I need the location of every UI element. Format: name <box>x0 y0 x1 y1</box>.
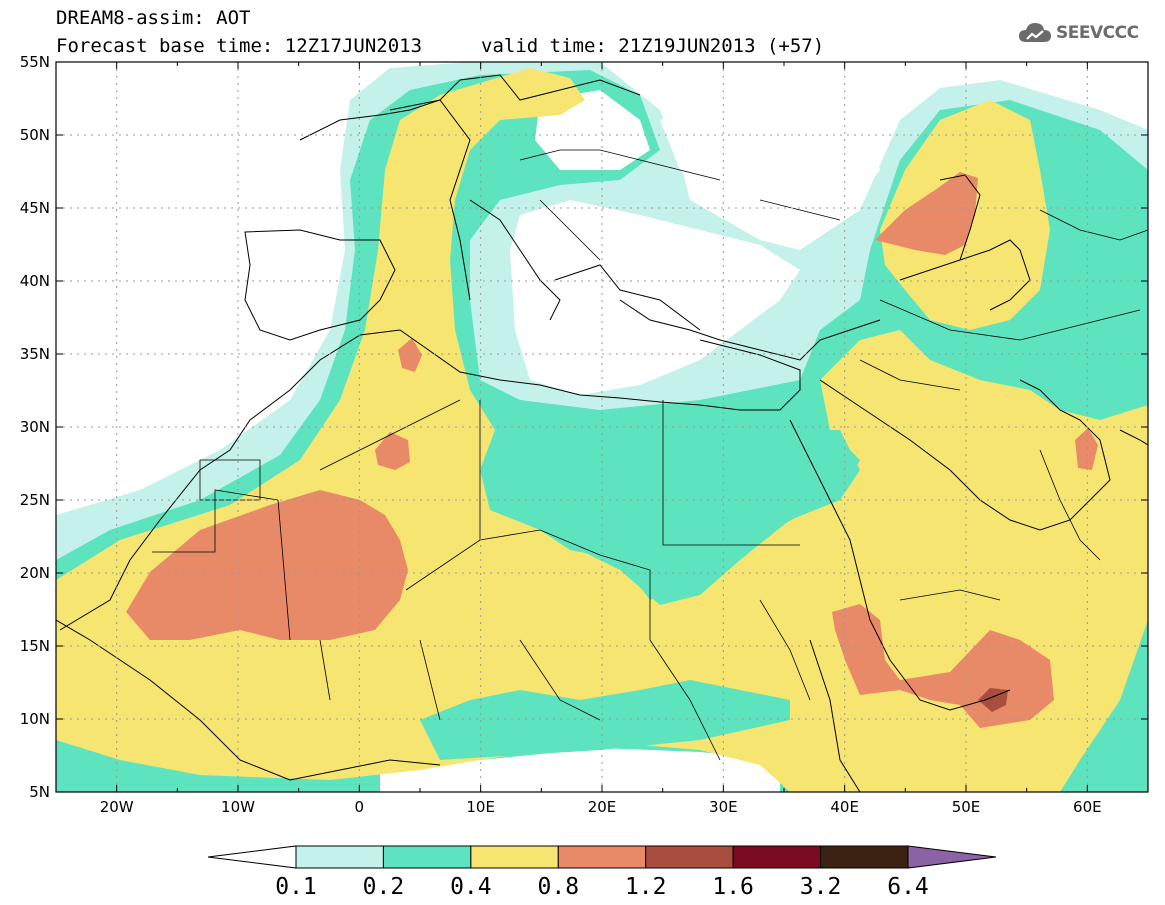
latitude-axis: 55N 50N 45N 40N 35N 30N 25N 20N 15N 10N 5N <box>20 53 1148 801</box>
colorbar-label: 0.8 <box>538 874 580 900</box>
logo-text: SEEVCCC <box>1056 23 1139 43</box>
colorbar-label: 6.4 <box>887 874 929 900</box>
aot-contour-0.8-gulf <box>1075 428 1098 470</box>
lat-tick-label: 20N <box>20 564 50 582</box>
colorbar-label: 3.2 <box>800 874 842 900</box>
gridlines <box>56 62 1148 792</box>
lat-tick-label: 15N <box>20 637 50 655</box>
lon-tick-label: 0 <box>355 798 365 816</box>
colorbar-label: 0.2 <box>363 874 405 900</box>
colorbar-high-arrow <box>907 845 997 869</box>
aot-contour-0.8-caspian <box>875 172 978 255</box>
colorbar-low-arrow <box>207 845 297 869</box>
aot-clean-south <box>380 748 780 792</box>
lat-tick-label: 50N <box>20 126 50 144</box>
lat-tick-label: 35N <box>20 345 50 363</box>
lon-tick-label: 10W <box>221 798 255 816</box>
valid-time: valid time: 21Z19JUN2013 (+57) <box>481 35 825 57</box>
colorbar-swatch <box>645 845 734 869</box>
lon-tick-label: 30E <box>709 798 738 816</box>
aot-contour-0.8-algeria-b <box>398 338 422 372</box>
lat-tick-label: 5N <box>29 783 50 801</box>
lat-tick-label: 55N <box>20 53 50 71</box>
lat-tick-label: 30N <box>20 418 50 436</box>
colorbar: 0.1 0.2 0.4 0.8 1.2 1.6 3.2 6.4 <box>207 845 997 900</box>
lon-tick-label: 20W <box>100 798 134 816</box>
colorbar-label: 1.2 <box>625 874 667 900</box>
aot-clean-mediterranean <box>510 200 800 395</box>
colorbar-label: 0.4 <box>450 874 492 900</box>
lat-tick-label: 25N <box>20 491 50 509</box>
colorbar-label: 0.1 <box>275 874 317 900</box>
colorbar-label: 1.6 <box>712 874 754 900</box>
colorbar-swatch <box>557 845 647 869</box>
aot-teal-libya <box>490 420 860 605</box>
lat-tick-label: 40N <box>20 272 50 290</box>
seevccc-logo: SEEVCCC <box>1018 20 1139 46</box>
lon-tick-label: 10E <box>466 798 495 816</box>
lon-tick-label: 60E <box>1073 798 1102 816</box>
colorbar-swatch <box>820 845 909 869</box>
aot-teal-nigeria <box>420 680 790 760</box>
forecast-base-time: Forecast base time: 12Z17JUN2013 <box>56 35 423 57</box>
country-borders <box>152 149 1148 761</box>
cloud-icon <box>1019 23 1051 42</box>
map-plot-area <box>56 62 1148 792</box>
coastlines <box>56 74 1148 792</box>
lat-tick-label: 45N <box>20 199 50 217</box>
title-line-1: DREAM8-assim: AOT <box>56 7 251 29</box>
colorbar-swatch <box>732 845 822 869</box>
lon-tick-label: 40E <box>830 798 859 816</box>
lon-tick-label: 20E <box>588 798 617 816</box>
lon-tick-label: 50E <box>952 798 981 816</box>
colorbar-swatch <box>382 845 472 869</box>
aot-contour-0.8-sahara <box>126 490 408 640</box>
colorbar-swatch <box>295 845 384 869</box>
lat-tick-label: 10N <box>20 710 50 728</box>
aot-clean-mideast <box>660 95 880 225</box>
aot-contour-0.8-algeria-a <box>375 432 410 470</box>
colorbar-swatch <box>470 845 559 869</box>
longitude-axis: 20W 10W 0 10E 20E 30E 40E 50E 60E <box>100 62 1102 816</box>
